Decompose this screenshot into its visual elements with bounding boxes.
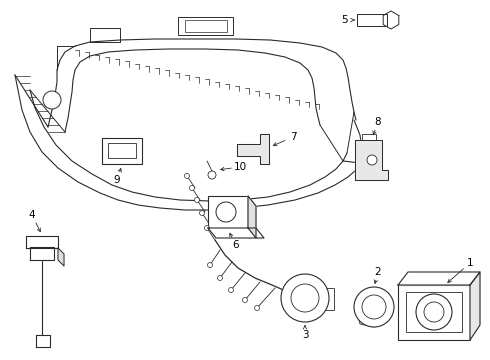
Circle shape	[254, 306, 260, 310]
Circle shape	[185, 174, 190, 179]
Circle shape	[43, 91, 61, 109]
Polygon shape	[58, 248, 64, 266]
Circle shape	[362, 295, 386, 319]
Circle shape	[367, 155, 377, 165]
Circle shape	[354, 287, 394, 327]
Bar	[362, 134, 376, 140]
Circle shape	[208, 171, 216, 179]
Circle shape	[207, 262, 213, 267]
Text: 2: 2	[375, 267, 381, 277]
Bar	[102, 138, 142, 164]
Polygon shape	[237, 134, 269, 164]
Circle shape	[424, 302, 444, 322]
Text: 6: 6	[233, 240, 239, 250]
Bar	[108, 143, 136, 158]
Circle shape	[195, 198, 199, 202]
Text: 5: 5	[342, 15, 348, 25]
Text: 8: 8	[375, 117, 381, 127]
Bar	[398, 285, 470, 340]
Polygon shape	[30, 247, 54, 260]
Polygon shape	[208, 228, 264, 238]
Bar	[208, 196, 248, 228]
Polygon shape	[383, 11, 399, 29]
Bar	[185, 20, 227, 32]
Circle shape	[204, 225, 210, 230]
Circle shape	[243, 297, 247, 302]
Circle shape	[190, 185, 195, 190]
Polygon shape	[355, 140, 388, 180]
Text: 4: 4	[29, 210, 35, 220]
Text: 9: 9	[114, 175, 121, 185]
Circle shape	[416, 294, 452, 330]
Bar	[178, 17, 233, 35]
Text: 7: 7	[290, 132, 296, 142]
Circle shape	[291, 284, 319, 312]
Polygon shape	[248, 196, 256, 238]
Text: 3: 3	[302, 330, 308, 340]
Text: 1: 1	[466, 258, 473, 268]
Polygon shape	[470, 272, 480, 340]
Circle shape	[199, 211, 204, 216]
Circle shape	[281, 274, 329, 322]
Polygon shape	[398, 272, 480, 285]
Circle shape	[216, 202, 236, 222]
Polygon shape	[26, 236, 58, 248]
Bar	[316, 288, 334, 310]
Text: 10: 10	[233, 162, 246, 172]
Circle shape	[218, 275, 222, 280]
Bar	[90, 28, 120, 42]
Circle shape	[228, 288, 234, 292]
Bar	[357, 14, 387, 26]
Bar	[406, 292, 462, 332]
